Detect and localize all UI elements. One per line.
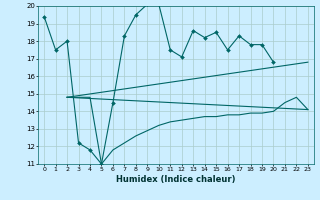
- X-axis label: Humidex (Indice chaleur): Humidex (Indice chaleur): [116, 175, 236, 184]
